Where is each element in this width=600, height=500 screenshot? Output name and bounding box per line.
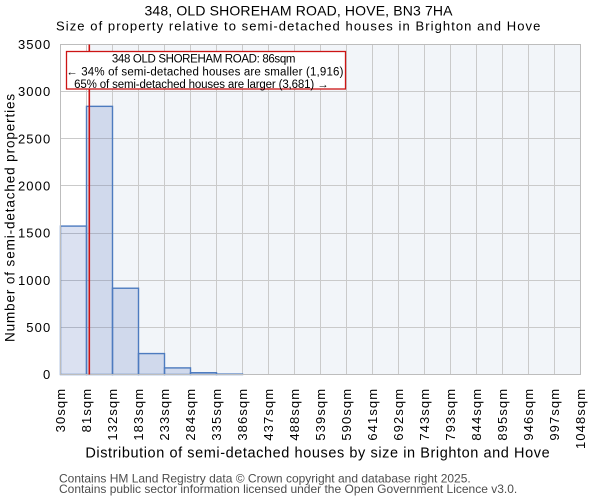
svg-text:335sqm: 335sqm	[209, 388, 224, 441]
svg-text:946sqm: 946sqm	[521, 388, 536, 441]
svg-text:2000: 2000	[18, 179, 51, 194]
svg-text:183sqm: 183sqm	[131, 388, 146, 441]
svg-text:Size of property relative to s: Size of property relative to semi-detach…	[56, 19, 541, 34]
svg-text:1048sqm: 1048sqm	[573, 388, 588, 449]
svg-text:793sqm: 793sqm	[443, 388, 458, 441]
svg-text:590sqm: 590sqm	[339, 388, 354, 441]
svg-text:3500: 3500	[18, 37, 51, 52]
svg-text:Contains HM Land Registry data: Contains HM Land Registry data © Crown c…	[59, 471, 471, 485]
svg-text:65% of semi-detached houses ar: 65% of semi-detached houses are larger (…	[74, 79, 328, 91]
svg-text:539sqm: 539sqm	[313, 388, 328, 441]
svg-text:233sqm: 233sqm	[157, 388, 172, 441]
svg-text:132sqm: 132sqm	[105, 388, 120, 441]
svg-text:Contains public sector informa: Contains public sector information licen…	[59, 482, 517, 496]
svg-text:Distribution of semi-detached: Distribution of semi-detached houses by …	[85, 445, 550, 461]
svg-text:2500: 2500	[18, 131, 51, 146]
svg-text:743sqm: 743sqm	[417, 388, 432, 441]
svg-text:997sqm: 997sqm	[547, 388, 562, 441]
svg-text:641sqm: 641sqm	[365, 388, 380, 441]
svg-text:← 34% of semi-detached houses: ← 34% of semi-detached houses are smalle…	[66, 67, 343, 79]
svg-text:0: 0	[43, 367, 51, 382]
svg-text:30sqm: 30sqm	[53, 388, 68, 433]
svg-text:3000: 3000	[18, 84, 51, 99]
svg-text:81sqm: 81sqm	[79, 388, 94, 433]
svg-text:692sqm: 692sqm	[391, 388, 406, 441]
svg-text:437sqm: 437sqm	[261, 388, 276, 441]
svg-text:284sqm: 284sqm	[183, 388, 198, 441]
svg-text:488sqm: 488sqm	[287, 388, 302, 441]
svg-text:348, OLD SHOREHAM ROAD, HOVE,: 348, OLD SHOREHAM ROAD, HOVE, BN3 7HA	[144, 2, 453, 18]
svg-text:1500: 1500	[18, 226, 51, 241]
svg-text:844sqm: 844sqm	[469, 388, 484, 441]
svg-text:Number of semi-detached proper: Number of semi-detached properties	[3, 93, 18, 342]
svg-text:386sqm: 386sqm	[235, 388, 250, 441]
svg-text:895sqm: 895sqm	[495, 388, 510, 441]
svg-text:500: 500	[26, 320, 51, 335]
svg-text:1000: 1000	[18, 273, 51, 288]
svg-text:348 OLD SHOREHAM ROAD: 86sqm: 348 OLD SHOREHAM ROAD: 86sqm	[112, 54, 295, 66]
